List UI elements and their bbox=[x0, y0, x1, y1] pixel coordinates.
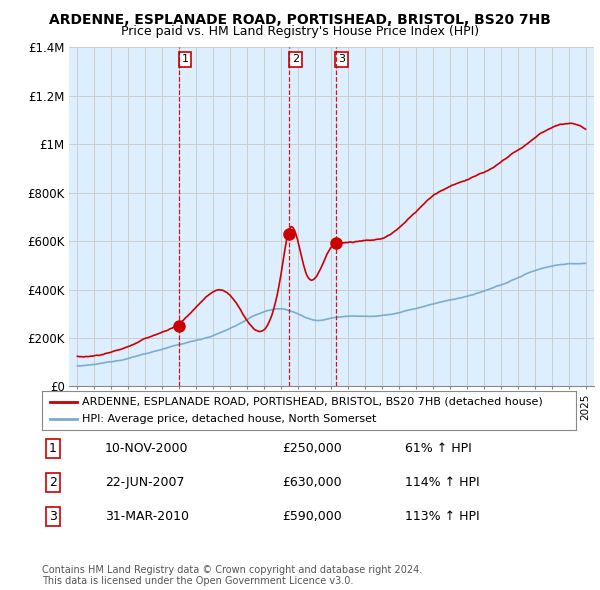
Text: 1: 1 bbox=[182, 54, 188, 64]
Text: 113% ↑ HPI: 113% ↑ HPI bbox=[405, 510, 479, 523]
Text: 3: 3 bbox=[49, 510, 57, 523]
Text: 61% ↑ HPI: 61% ↑ HPI bbox=[405, 442, 472, 455]
Text: 2: 2 bbox=[49, 476, 57, 489]
Text: ARDENNE, ESPLANADE ROAD, PORTISHEAD, BRISTOL, BS20 7HB: ARDENNE, ESPLANADE ROAD, PORTISHEAD, BRI… bbox=[49, 13, 551, 27]
Text: 10-NOV-2000: 10-NOV-2000 bbox=[105, 442, 188, 455]
Text: Contains HM Land Registry data © Crown copyright and database right 2024.: Contains HM Land Registry data © Crown c… bbox=[42, 565, 422, 575]
Text: £590,000: £590,000 bbox=[282, 510, 342, 523]
Text: ARDENNE, ESPLANADE ROAD, PORTISHEAD, BRISTOL, BS20 7HB (detached house): ARDENNE, ESPLANADE ROAD, PORTISHEAD, BRI… bbox=[82, 396, 543, 407]
Text: 22-JUN-2007: 22-JUN-2007 bbox=[105, 476, 185, 489]
Text: HPI: Average price, detached house, North Somerset: HPI: Average price, detached house, Nort… bbox=[82, 414, 376, 424]
Text: This data is licensed under the Open Government Licence v3.0.: This data is licensed under the Open Gov… bbox=[42, 576, 353, 586]
Text: 1: 1 bbox=[49, 442, 57, 455]
Text: £250,000: £250,000 bbox=[282, 442, 342, 455]
Text: £630,000: £630,000 bbox=[282, 476, 341, 489]
Text: 31-MAR-2010: 31-MAR-2010 bbox=[105, 510, 189, 523]
Text: 114% ↑ HPI: 114% ↑ HPI bbox=[405, 476, 479, 489]
Text: Price paid vs. HM Land Registry's House Price Index (HPI): Price paid vs. HM Land Registry's House … bbox=[121, 25, 479, 38]
Text: 2: 2 bbox=[292, 54, 299, 64]
Text: 3: 3 bbox=[338, 54, 345, 64]
